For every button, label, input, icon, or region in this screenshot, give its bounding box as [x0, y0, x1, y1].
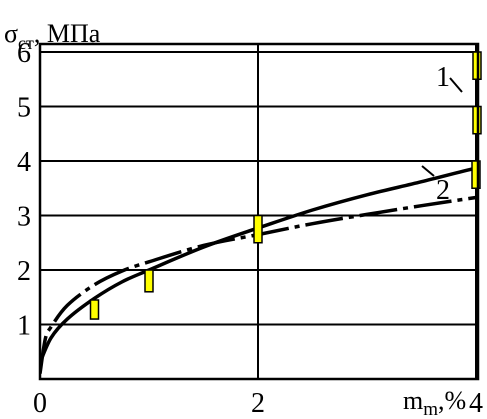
- series-line-1: [40, 165, 478, 364]
- error-bar-4: [471, 160, 481, 189]
- y-axis-label: σст, МПа: [4, 19, 101, 53]
- curve-2-label: 2: [436, 175, 450, 206]
- x-axis-symbol: m: [403, 386, 423, 415]
- x-axis-label: mm,%: [403, 386, 466, 419]
- x-tick-label-0: 0: [33, 388, 47, 419]
- error-bar-3: [253, 214, 263, 244]
- curve-2-leader: [421, 165, 435, 177]
- grid: [40, 44, 478, 379]
- curve-1-leader: [449, 77, 463, 93]
- series-layer: [40, 165, 478, 374]
- y-tick-label-3: 3: [17, 202, 31, 233]
- x-axis-subscript: m: [423, 399, 438, 419]
- y-axis-symbol: σ: [4, 19, 18, 48]
- y-tick-label-5: 5: [17, 93, 31, 124]
- y-axis-unit: , МПа: [34, 19, 101, 48]
- x-tick-label-2: 2: [251, 388, 265, 419]
- plot-border: [38, 42, 480, 381]
- series-line-2: [40, 195, 478, 374]
- tick-labels: 0246123456: [17, 38, 483, 419]
- y-tick-label-4: 4: [17, 147, 31, 178]
- error-bar-1: [89, 299, 100, 320]
- plot-frame: [38, 42, 480, 381]
- x-tick-label-4: 4: [469, 388, 483, 419]
- x-axis-unit: ,%: [438, 386, 466, 415]
- y-axis-subscript: ст: [18, 33, 34, 53]
- error-bar-2: [144, 269, 154, 293]
- y-tick-label-2: 2: [17, 256, 31, 287]
- error-bars: [89, 51, 482, 320]
- y-tick-label-6: 6: [17, 38, 31, 69]
- y-tick-label-1: 1: [17, 311, 31, 342]
- curve-1-label: 1: [436, 62, 450, 93]
